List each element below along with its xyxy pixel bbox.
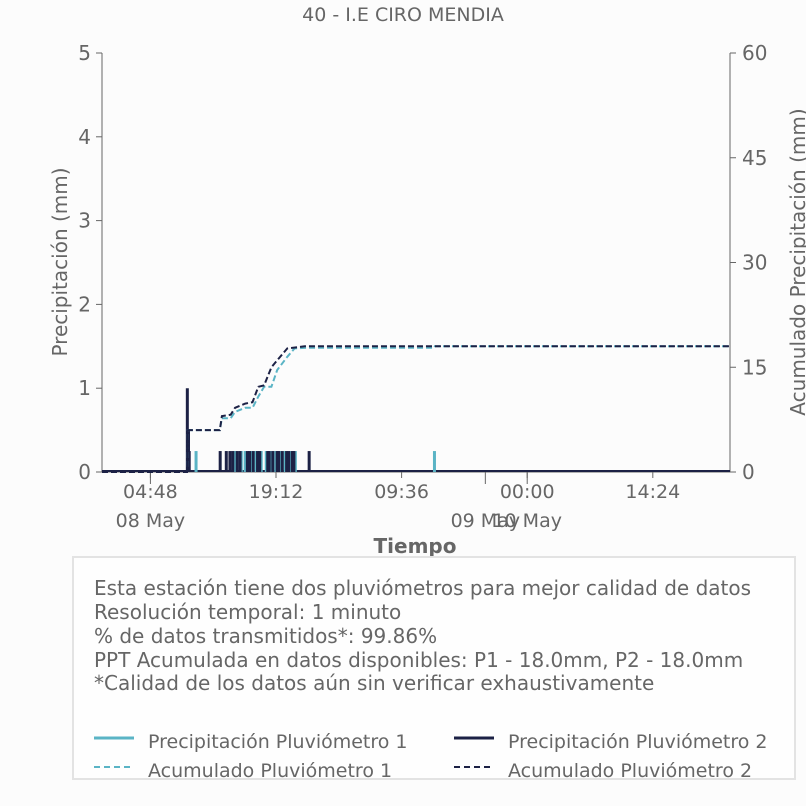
x-axis-label: Tiempo (374, 534, 457, 556)
y2-tick-label: 30 (742, 251, 767, 275)
x-tick-label: 04:48 (123, 481, 178, 503)
y2-axis-label: Acumulado Precipitación (mm) (786, 108, 806, 415)
legend-label-p1-acc: Acumulado Pluviómetro 1 (148, 760, 393, 782)
y-tick-label: 3 (78, 209, 91, 233)
info-line-resolution: Resolución temporal: 1 minuto (94, 600, 402, 624)
info-line-quality-note: *Calidad de los datos aún sin verificar … (94, 671, 655, 695)
y2-tick-label: 45 (742, 146, 767, 170)
legend-label-p2-bar: Precipitación Pluviómetro 2 (508, 731, 768, 753)
x-date-label: 10 May (492, 510, 562, 532)
y-tick-label: 5 (78, 41, 91, 65)
x-tick-label: 00:00 (500, 481, 555, 503)
x-tick-label: 09:36 (374, 481, 429, 503)
y2-tick-label: 0 (742, 460, 755, 484)
x-date-label: 08 May (116, 510, 186, 532)
x-tick-label: 14:24 (625, 481, 680, 503)
legend-swatch-p1-bar (94, 736, 134, 740)
y-tick-label: 0 (78, 460, 91, 484)
y2-tick-label: 60 (742, 41, 767, 65)
info-panel: Esta estación tiene dos pluviómetros par… (72, 556, 796, 782)
info-line-stations: Esta estación tiene dos pluviómetros par… (94, 576, 752, 600)
y-axis-label: Precipitación (mm) (48, 167, 72, 356)
legend-swatch-p2-bar (454, 736, 494, 740)
legend-swatch-p1-acc (94, 766, 134, 768)
x-date-label: 09 May (451, 510, 521, 532)
info-line-accumulated: PPT Acumulada en datos disponibles: P1 -… (94, 648, 744, 672)
y2-tick-label: 15 (742, 355, 767, 379)
legend-swatch-p2-acc (454, 766, 494, 768)
y-tick-label: 1 (78, 376, 91, 400)
legend-label-p1-bar: Precipitación Pluviómetro 1 (148, 731, 408, 753)
x-tick-label: 19:12 (249, 481, 304, 503)
y-tick-label: 4 (78, 125, 91, 149)
chart-title: 40 - I.E CIRO MENDIA (302, 4, 504, 26)
info-line-transmitted: % de datos transmitidos*: 99.86% (94, 624, 438, 648)
legend-label-p2-acc: Acumulado Pluviómetro 2 (508, 760, 753, 782)
y-tick-label: 2 (78, 292, 91, 316)
precipitation-chart: 40 - I.E CIRO MENDIA01234501530456004:48… (48, 4, 806, 556)
